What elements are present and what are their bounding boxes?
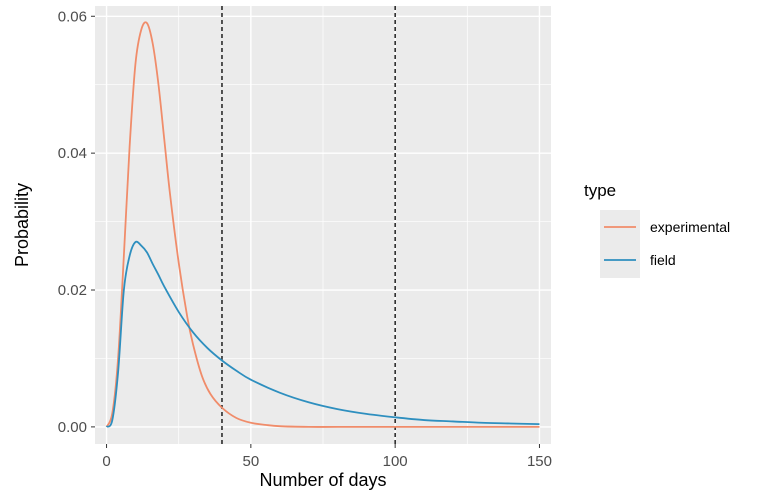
legend-title: type xyxy=(584,181,616,200)
y-tick-label: 0.02 xyxy=(58,282,87,299)
x-tick-label: 100 xyxy=(383,453,408,470)
legend: type experimental field xyxy=(584,181,730,278)
reference-lines xyxy=(221,6,396,444)
y-tick-label: 0.00 xyxy=(58,419,87,436)
x-tick-label: 50 xyxy=(243,453,260,470)
legend-label-field: field xyxy=(650,252,676,268)
x-tick-label: 0 xyxy=(102,453,110,470)
x-tick-label: 150 xyxy=(527,453,552,470)
legend-key-field xyxy=(600,244,640,278)
y-axis: 0.00 0.02 0.04 0.06 xyxy=(58,8,95,436)
x-axis: 0 50 100 150 xyxy=(102,444,552,470)
y-axis-title: Probability xyxy=(12,183,32,267)
series-lines xyxy=(105,21,540,428)
y-tick-label: 0.04 xyxy=(58,145,87,162)
legend-label-experimental: experimental xyxy=(650,219,730,235)
x-axis-title: Number of days xyxy=(259,470,386,490)
grid-minor xyxy=(95,6,551,444)
series-line-experimental xyxy=(105,21,540,428)
y-tick-label: 0.06 xyxy=(58,8,87,25)
series-line-field xyxy=(105,240,540,428)
